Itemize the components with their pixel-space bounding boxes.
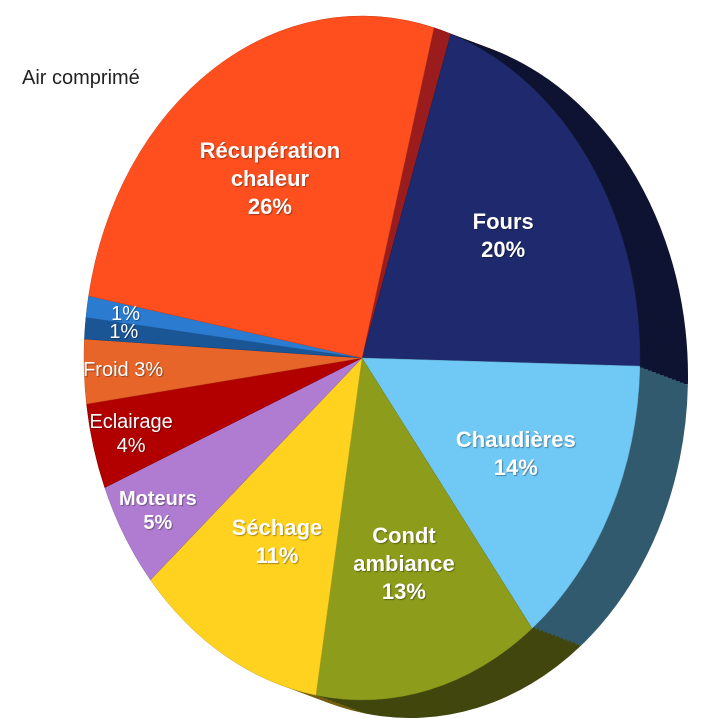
value-label: 20% — [481, 237, 526, 263]
category-name: Eclairage — [89, 411, 173, 434]
slice-label: 1% — [59, 320, 189, 344]
category-name: Séchage — [231, 515, 323, 541]
slice — [315, 357, 533, 701]
value-label: 13% — [381, 578, 426, 604]
slice — [150, 357, 363, 696]
value-label: 1% — [109, 321, 139, 344]
value-label: 5% — [143, 512, 173, 535]
slice-label: Air comprimé — [22, 67, 140, 89]
slice — [361, 357, 641, 629]
slice-label: Froid 3% — [58, 358, 188, 382]
category-name: Condt ambiance — [353, 522, 455, 576]
category-name: Récupération chaleur — [199, 137, 341, 191]
slice-label: 1% — [61, 302, 191, 326]
slice-label: Récupération chaleur 26% — [170, 137, 370, 221]
slice-label: Chaudières 14% — [431, 426, 601, 482]
value-label: 26% — [247, 193, 292, 219]
category-name: Froid — [83, 358, 129, 381]
category-name: Fours — [472, 209, 534, 235]
value-label: 1% — [111, 302, 141, 325]
category-name: Chaudières — [455, 426, 576, 452]
slice — [88, 15, 435, 359]
value-label: 14% — [493, 454, 538, 480]
category-name: Moteurs — [118, 488, 197, 511]
slice-label: Séchage 11% — [192, 514, 362, 570]
slice-label: Condt ambiance 13% — [319, 522, 489, 606]
value-label: 11% — [255, 543, 299, 569]
slice-label: Eclairage 4% — [66, 410, 196, 458]
value-label: 3% — [134, 358, 164, 381]
slice — [361, 33, 641, 367]
slice-label: Moteurs 5% — [93, 487, 223, 535]
value-label: 4% — [116, 435, 146, 458]
slice-label: Fours 20% — [403, 208, 603, 264]
